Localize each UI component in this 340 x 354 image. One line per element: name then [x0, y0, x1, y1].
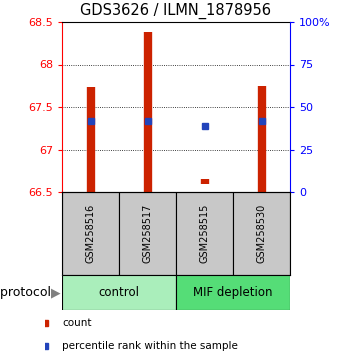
Bar — [176, 275, 290, 310]
Text: GSM258517: GSM258517 — [142, 204, 153, 263]
Text: count: count — [62, 318, 92, 327]
Text: GSM258516: GSM258516 — [85, 204, 96, 263]
Text: GSM258530: GSM258530 — [256, 204, 267, 263]
Bar — [176, 192, 233, 275]
Title: GDS3626 / ILMN_1878956: GDS3626 / ILMN_1878956 — [81, 3, 272, 19]
Text: control: control — [99, 286, 139, 299]
Text: MIF depletion: MIF depletion — [193, 286, 273, 299]
Bar — [119, 192, 176, 275]
Text: ▶: ▶ — [51, 286, 60, 299]
Bar — [62, 275, 176, 310]
Bar — [233, 192, 290, 275]
Text: GSM258515: GSM258515 — [200, 204, 209, 263]
Text: percentile rank within the sample: percentile rank within the sample — [62, 341, 238, 350]
Bar — [62, 192, 119, 275]
Text: protocol: protocol — [0, 286, 55, 299]
